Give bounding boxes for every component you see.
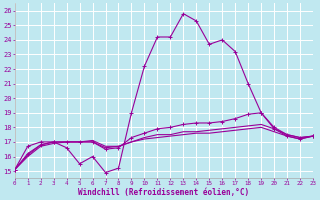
X-axis label: Windchill (Refroidissement éolien,°C): Windchill (Refroidissement éolien,°C): [78, 188, 250, 197]
